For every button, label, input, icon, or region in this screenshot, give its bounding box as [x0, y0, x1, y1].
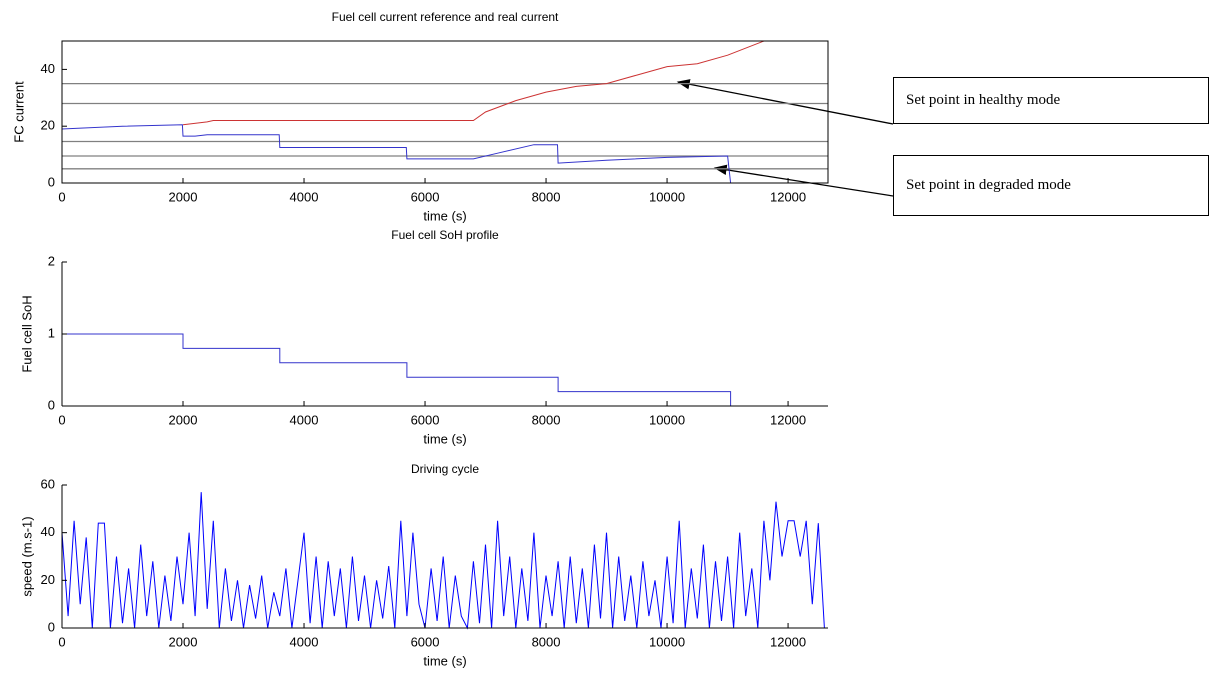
x-tick-label: 8000: [532, 189, 561, 204]
annotation: Set point in healthy mode: [893, 77, 1209, 124]
data-line: [62, 333, 828, 407]
x-tick-label: 12000: [770, 189, 806, 204]
x-axis-label: time (s): [423, 208, 466, 223]
x-axis-label: time (s): [423, 431, 466, 446]
y-tick-label: 2: [48, 253, 55, 268]
x-tick-label: 0: [58, 634, 65, 649]
y-axis-label: FC current: [11, 81, 26, 143]
x-tick-label: 8000: [532, 412, 561, 427]
x-tick-label: 0: [58, 189, 65, 204]
axes-box: [61, 40, 829, 184]
y-tick-label: 40: [41, 524, 55, 539]
x-tick-label: 12000: [770, 412, 806, 427]
x-tick-label: 2000: [169, 189, 198, 204]
chart-title: Fuel cell current reference and real cur…: [332, 10, 559, 24]
x-axis-label: time (s): [423, 653, 466, 668]
x-tick-label: 6000: [411, 189, 440, 204]
y-axis-label: Fuel cell SoH: [19, 295, 34, 372]
y-tick-label: 20: [41, 118, 55, 133]
chart-title: Driving cycle: [411, 462, 479, 476]
x-tick-label: 12000: [770, 634, 806, 649]
y-axis-label: speed (m.s-1): [19, 516, 34, 596]
x-tick-label: 6000: [411, 634, 440, 649]
x-tick-label: 10000: [649, 189, 685, 204]
x-tick-label: 4000: [290, 634, 319, 649]
data-line: [61, 124, 732, 184]
annotation: Set point in degraded mode: [893, 155, 1209, 216]
x-tick-label: 6000: [411, 412, 440, 427]
x-tick-label: 4000: [290, 412, 319, 427]
data-line: [182, 40, 765, 126]
chart-title: Fuel cell SoH profile: [391, 228, 499, 242]
data-line: [61, 492, 825, 630]
x-tick-label: 10000: [649, 412, 685, 427]
x-tick-label: 8000: [532, 634, 561, 649]
x-tick-label: 0: [58, 412, 65, 427]
x-tick-label: 2000: [169, 634, 198, 649]
x-tick-label: 2000: [169, 412, 198, 427]
y-tick-label: 40: [41, 61, 55, 76]
y-tick-label: 0: [48, 397, 55, 412]
y-tick-label: 20: [41, 572, 55, 587]
y-tick-label: 60: [41, 476, 55, 491]
y-tick-label: 1: [48, 325, 55, 340]
x-tick-label: 10000: [649, 634, 685, 649]
x-tick-label: 4000: [290, 189, 319, 204]
arrow: [713, 164, 894, 197]
y-tick-label: 0: [48, 174, 55, 189]
y-tick-label: 0: [48, 619, 55, 634]
